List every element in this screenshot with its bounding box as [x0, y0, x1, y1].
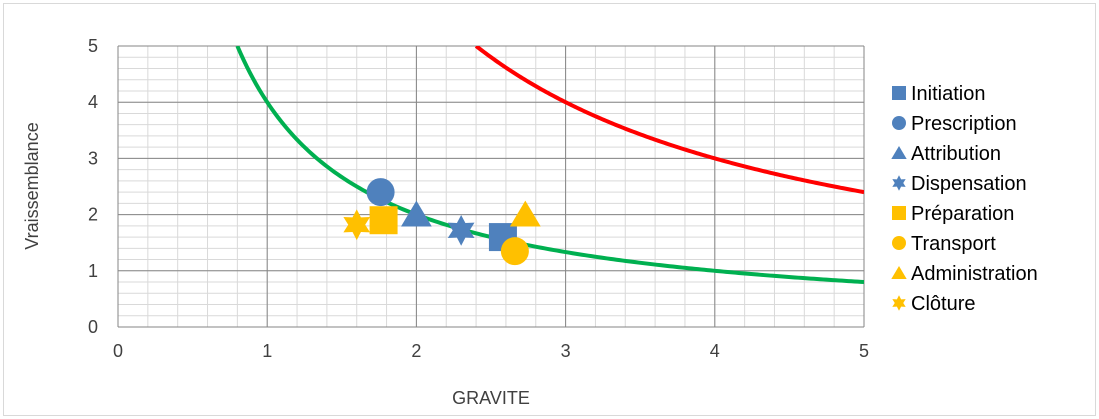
threshold-curve — [476, 46, 864, 192]
threshold-curve — [237, 46, 864, 282]
legend-label: Prescription — [911, 113, 1017, 135]
legend-item: Clôture — [892, 293, 975, 315]
minor-gridlines — [118, 46, 864, 327]
legend-marker — [891, 266, 906, 279]
y-axis-tick-labels: 0 1 2 3 4 5 — [88, 36, 98, 337]
legend-item: Prescription — [892, 113, 1017, 135]
legend-marker — [892, 86, 906, 100]
y-tick-label: 3 — [88, 148, 98, 168]
legend-marker — [892, 206, 906, 220]
legend-label: Dispensation — [911, 173, 1027, 195]
data-point-preparation — [370, 206, 398, 234]
threshold-curves — [237, 46, 864, 282]
legend-item: Administration — [891, 263, 1037, 285]
y-tick-label: 1 — [88, 261, 98, 281]
x-tick-label: 2 — [411, 341, 421, 361]
y-axis-title: Vraissemblance — [22, 122, 42, 249]
legend-marker — [892, 236, 906, 250]
major-gridlines — [118, 46, 864, 327]
x-tick-label: 5 — [859, 341, 869, 361]
x-tick-label: 3 — [561, 341, 571, 361]
legend-marker — [891, 146, 906, 159]
x-axis-title: GRAVITE — [452, 388, 530, 408]
legend-item: Initiation — [892, 83, 986, 105]
y-tick-label: 4 — [88, 92, 98, 112]
data-point-transport — [501, 237, 529, 265]
x-tick-label: 1 — [262, 341, 272, 361]
x-tick-label: 4 — [710, 341, 720, 361]
legend-item: Transport — [892, 233, 996, 255]
data-point-prescription — [367, 178, 395, 206]
legend-label: Transport — [911, 233, 996, 255]
y-tick-label: 0 — [88, 317, 98, 337]
legend-item: Préparation — [892, 203, 1014, 225]
legend-marker — [892, 295, 905, 310]
legend-item: Dispensation — [892, 173, 1026, 195]
legend-marker — [892, 116, 906, 130]
legend-label: Administration — [911, 263, 1038, 285]
legend: Initiation Prescription Attribution Dispens… — [891, 83, 1037, 315]
data-point-cloture — [343, 209, 370, 240]
y-tick-label: 5 — [88, 36, 98, 56]
data-point-attribution — [401, 201, 432, 227]
legend-label: Initiation — [911, 83, 986, 105]
x-axis-tick-labels: 0 1 2 3 4 5 — [113, 341, 869, 361]
legend-marker — [892, 175, 905, 190]
legend-item: Attribution — [891, 143, 1001, 165]
y-tick-label: 2 — [88, 205, 98, 225]
legend-label: Préparation — [911, 203, 1014, 225]
x-tick-label: 0 — [113, 341, 123, 361]
legend-label: Clôture — [911, 293, 975, 315]
legend-label: Attribution — [911, 143, 1001, 165]
